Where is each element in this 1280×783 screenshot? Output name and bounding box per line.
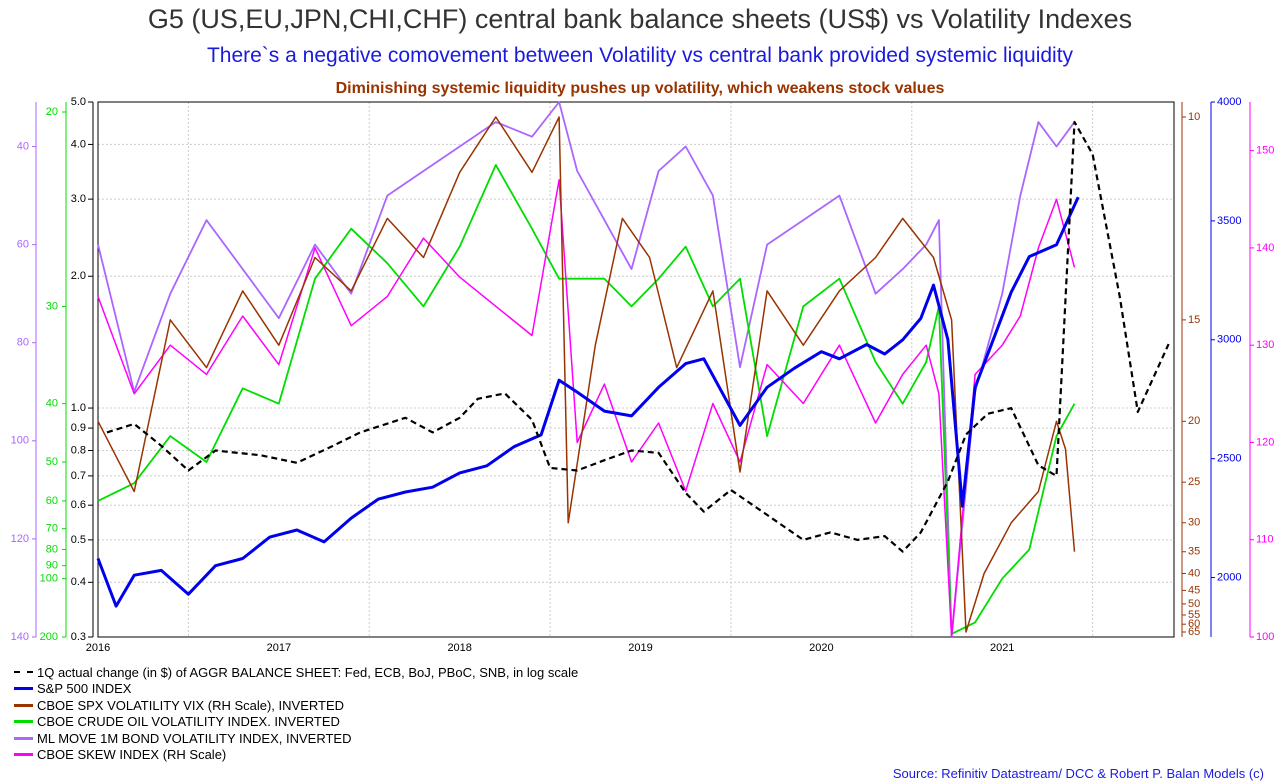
series-line-crude	[97, 164, 1076, 635]
tick-label-vix: 20	[1188, 415, 1200, 427]
tick-label-sp500: 3000	[1217, 334, 1241, 346]
legend-swatch-sp500	[14, 687, 33, 691]
legend-swatch-crude	[14, 720, 33, 724]
legend-item-move: ML MOVE 1M BOND VOLATILITY INDEX, INVERT…	[14, 730, 578, 747]
legend-swatch-skew	[14, 753, 33, 757]
x-tick-label: 2021	[990, 642, 1014, 654]
tick-label-move: 60	[17, 239, 29, 251]
x-tick-label: 2016	[86, 642, 110, 654]
legend-label-move: ML MOVE 1M BOND VOLATILITY INDEX, INVERT…	[37, 730, 352, 746]
tick-label-crude: 200	[40, 631, 58, 643]
tick-label-crude: 70	[46, 523, 58, 535]
tick-label-sp500: 2500	[1217, 453, 1241, 465]
tick-label-vix: 30	[1188, 517, 1200, 529]
tick-label-skew: 150	[1256, 145, 1274, 157]
tick-label-skew: 130	[1256, 339, 1274, 351]
tick-label-crude: 80	[46, 543, 58, 555]
tick-label-balance-sheet: 1.0	[71, 402, 86, 414]
legend-swatch-balance-sheet	[14, 671, 33, 674]
source-note: Source: Refinitiv Datastream/ DCC & Robe…	[892, 766, 1264, 781]
legend-item-crude: CBOE CRUDE OIL VOLATILITY INDEX. INVERTE…	[14, 714, 578, 731]
tick-label-balance-sheet: 2.0	[71, 270, 86, 282]
series-line-vix	[97, 116, 1076, 633]
tick-label-crude: 90	[46, 560, 58, 572]
tick-label-vix: 65	[1188, 626, 1200, 638]
tick-label-balance-sheet: 0.9	[71, 422, 86, 434]
tick-label-balance-sheet: 0.4	[71, 576, 86, 588]
legend-swatch-vix	[14, 703, 33, 707]
series-line-balance-sheet	[106, 120, 1170, 553]
series-line-sp500	[96, 196, 1080, 608]
tick-label-balance-sheet: 3.0	[71, 193, 86, 205]
tick-label-vix: 55	[1188, 609, 1200, 621]
tick-label-balance-sheet: 0.6	[71, 499, 86, 511]
chart-title: G5 (US,EU,JPN,CHI,CHF) central bank bala…	[147, 4, 1133, 34]
legend-item-vix: CBOE SPX VOLATILITY VIX (RH Scale), INVE…	[14, 697, 578, 714]
legend-label-crude: CBOE CRUDE OIL VOLATILITY INDEX. INVERTE…	[37, 714, 340, 730]
tick-label-move: 100	[11, 435, 29, 447]
plot-frame	[97, 101, 1175, 638]
tick-label-move: 40	[17, 140, 29, 152]
tick-label-balance-sheet: 0.7	[71, 470, 86, 482]
legend-label-skew: CBOE SKEW INDEX (RH Scale)	[37, 747, 227, 763]
tick-label-crude: 60	[46, 495, 58, 507]
tick-label-vix: 45	[1188, 584, 1200, 596]
tick-label-vix: 60	[1188, 618, 1200, 630]
legend-label-sp500: S&P 500 INDEX	[37, 681, 132, 697]
tick-label-crude: 30	[46, 300, 58, 312]
tick-label-skew: 120	[1256, 436, 1274, 448]
tick-label-vix: 10	[1188, 111, 1200, 123]
tick-label-vix: 40	[1188, 567, 1200, 579]
tick-label-move: 120	[11, 533, 29, 545]
legend-swatch-move	[14, 736, 33, 740]
legend-item-skew: CBOE SKEW INDEX (RH Scale)	[14, 747, 578, 764]
tick-label-balance-sheet: 0.8	[71, 444, 86, 456]
tick-label-crude: 40	[46, 398, 58, 410]
x-tick-label: 2019	[628, 642, 652, 654]
tick-label-crude: 50	[46, 456, 58, 468]
tick-label-balance-sheet: 0.3	[71, 631, 86, 643]
legend-label-balance-sheet: 1Q actual change (in $) of AGGR BALANCE …	[37, 664, 579, 680]
tick-label-vix: 25	[1188, 476, 1200, 488]
tick-label-sp500: 4000	[1217, 96, 1241, 108]
tick-label-balance-sheet: 5.0	[71, 96, 86, 108]
tick-label-crude: 100	[40, 573, 58, 585]
tick-label-vix: 15	[1188, 314, 1200, 326]
legend-label-vix: CBOE SPX VOLATILITY VIX (RH Scale), INVE…	[37, 697, 345, 713]
chart-subtitle-secondary: Diminishing systemic liquidity pushes up…	[335, 80, 945, 97]
tick-label-balance-sheet: 4.0	[71, 138, 86, 150]
x-tick-label: 2020	[809, 642, 833, 654]
tick-label-balance-sheet: 0.5	[71, 534, 86, 546]
tick-label-skew: 100	[1256, 631, 1274, 643]
legend: 1Q actual change (in $) of AGGR BALANCE …	[14, 664, 578, 763]
tick-label-sp500: 2000	[1217, 571, 1241, 583]
tick-label-sp500: 3500	[1217, 215, 1241, 227]
chart-subtitle: There`s a negative comovement between Vo…	[206, 44, 1074, 67]
legend-item-sp500: S&P 500 INDEX	[14, 681, 578, 698]
tick-label-move: 80	[17, 337, 29, 349]
tick-label-vix: 35	[1188, 546, 1200, 558]
tick-label-vix: 50	[1188, 598, 1200, 610]
x-tick-label: 2018	[447, 642, 471, 654]
legend-item-balance-sheet: 1Q actual change (in $) of AGGR BALANCE …	[14, 664, 578, 681]
tick-label-move: 140	[11, 631, 29, 643]
x-tick-label: 2017	[267, 642, 291, 654]
tick-label-skew: 140	[1256, 242, 1274, 254]
tick-label-crude: 20	[46, 106, 58, 118]
tick-label-skew: 110	[1256, 534, 1274, 546]
